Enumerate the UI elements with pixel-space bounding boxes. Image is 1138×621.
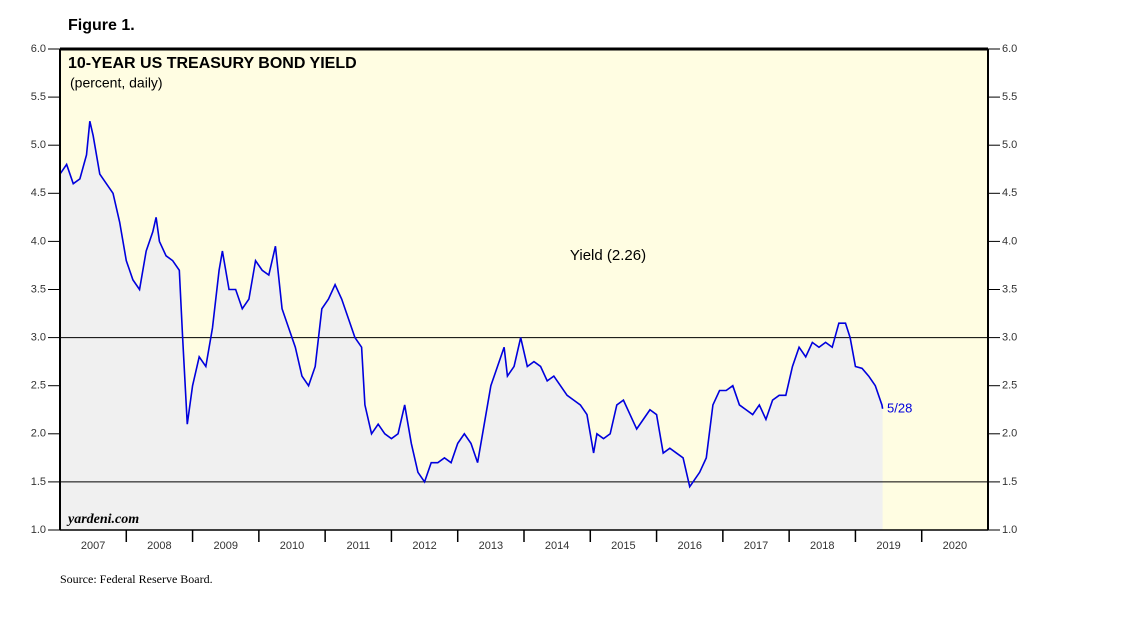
y-tick-label: 5.0 [1002, 139, 1017, 151]
figure-label: Figure 1. [68, 17, 135, 34]
y-tick-label: 1.5 [1002, 476, 1017, 488]
y-tick-label: 6.0 [1002, 43, 1017, 55]
x-tick-label: 2018 [810, 540, 834, 552]
x-tick-label: 2010 [280, 540, 304, 552]
annotation: Yield (2.26) [570, 247, 646, 264]
chart-subtitle: (percent, daily) [70, 75, 163, 91]
watermark: yardeni.com [66, 512, 139, 527]
y-tick-label: 4.5 [1002, 187, 1017, 199]
x-tick-label: 2009 [213, 540, 237, 552]
y-tick-label: 2.5 [1002, 380, 1017, 392]
y-tick-label: 3.0 [31, 332, 46, 344]
x-tick-label: 2015 [611, 540, 635, 552]
x-tick-label: 2012 [412, 540, 436, 552]
x-tick-label: 2008 [147, 540, 171, 552]
y-tick-label: 2.5 [31, 380, 46, 392]
y-tick-label: 2.0 [31, 428, 46, 440]
source: Source: Federal Reserve Board. [60, 572, 213, 586]
x-tick-label: 2014 [545, 540, 569, 552]
x-tick-label: 2016 [677, 540, 701, 552]
x-tick-label: 2007 [81, 540, 105, 552]
x-tick-label: 2019 [876, 540, 900, 552]
y-tick-label: 4.0 [1002, 235, 1017, 247]
y-tick-label: 5.5 [31, 91, 46, 103]
x-tick-label: 2017 [744, 540, 768, 552]
y-tick-label: 1.0 [1002, 524, 1017, 536]
y-tick-label: 4.5 [31, 187, 46, 199]
y-tick-label: 3.0 [1002, 332, 1017, 344]
y-tick-label: 2.0 [1002, 428, 1017, 440]
y-tick-label: 5.0 [31, 139, 46, 151]
chart-title: 10-YEAR US TREASURY BOND YIELD [68, 55, 357, 72]
annotation: 5/28 [887, 400, 912, 415]
x-tick-label: 2011 [346, 540, 370, 552]
y-tick-label: 6.0 [31, 43, 46, 55]
x-tick-label: 2013 [479, 540, 503, 552]
area [60, 121, 883, 531]
y-tick-label: 1.0 [31, 524, 46, 536]
y-tick-label: 4.0 [31, 235, 46, 247]
x-tick-label: 2020 [943, 540, 967, 552]
line [59, 120, 884, 489]
y-tick-label: 3.5 [31, 283, 46, 295]
y-tick-label: 5.5 [1002, 91, 1017, 103]
y-tick-label: 1.5 [31, 476, 46, 488]
y-tick-label: 3.5 [1002, 283, 1017, 295]
